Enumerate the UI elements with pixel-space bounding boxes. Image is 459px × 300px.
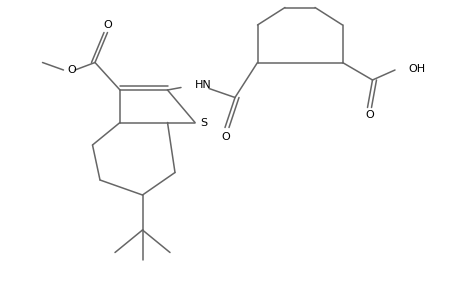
Text: O: O [67,65,76,75]
Text: O: O [365,110,374,120]
Text: O: O [103,20,112,30]
Text: HN: HN [195,80,211,90]
Text: OH: OH [408,64,425,74]
Text: O: O [221,131,230,142]
Text: S: S [200,118,207,128]
